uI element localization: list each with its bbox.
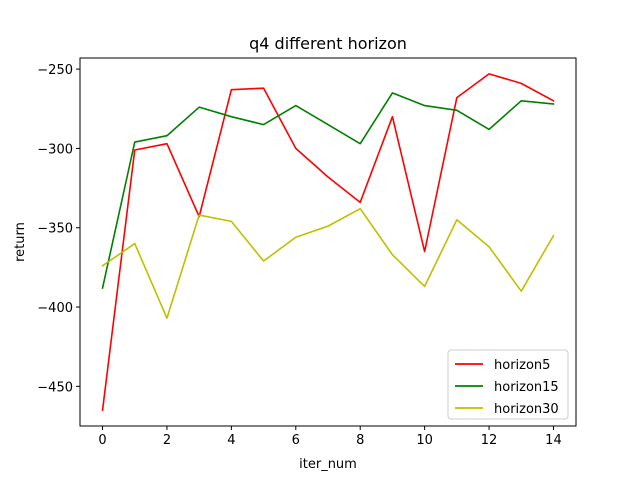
x-tick-label: 8 <box>356 433 364 448</box>
x-axis: 0 2 4 6 8 10 12 14 <box>98 426 562 448</box>
x-tick-label: 12 <box>481 433 498 448</box>
chart-title: q4 different horizon <box>249 34 407 53</box>
x-tick-label: 2 <box>163 433 171 448</box>
series-line-horizon30 <box>101 207 555 319</box>
legend-label-horizon5: horizon5 <box>494 358 550 373</box>
legend: horizon5 horizon15 horizon30 <box>447 349 569 420</box>
y-tick-label: −250 <box>37 63 73 78</box>
y-axis: −450 −400 −350 −300 −250 <box>37 63 80 395</box>
x-tick-label: 0 <box>98 433 106 448</box>
series-line-horizon5 <box>101 73 555 412</box>
x-axis-label: iter_num <box>299 457 357 472</box>
x-tick-label: 14 <box>545 433 562 448</box>
series-lines <box>101 73 555 412</box>
legend-label-horizon15: horizon15 <box>494 380 559 395</box>
y-tick-label: −350 <box>37 222 73 237</box>
x-tick-label: 6 <box>292 433 300 448</box>
legend-label-horizon30: horizon30 <box>494 402 559 417</box>
x-tick-label: 10 <box>416 433 433 448</box>
plot-frame <box>79 57 577 427</box>
y-tick-label: −450 <box>37 380 73 395</box>
y-tick-label: −300 <box>37 142 73 157</box>
series-line-horizon15 <box>101 92 555 289</box>
y-axis-label: return <box>13 222 28 262</box>
legend-box <box>447 349 569 420</box>
y-tick-label: −400 <box>37 301 73 316</box>
x-tick-label: 4 <box>227 433 235 448</box>
legend-items: horizon5 horizon15 horizon30 <box>455 358 559 417</box>
